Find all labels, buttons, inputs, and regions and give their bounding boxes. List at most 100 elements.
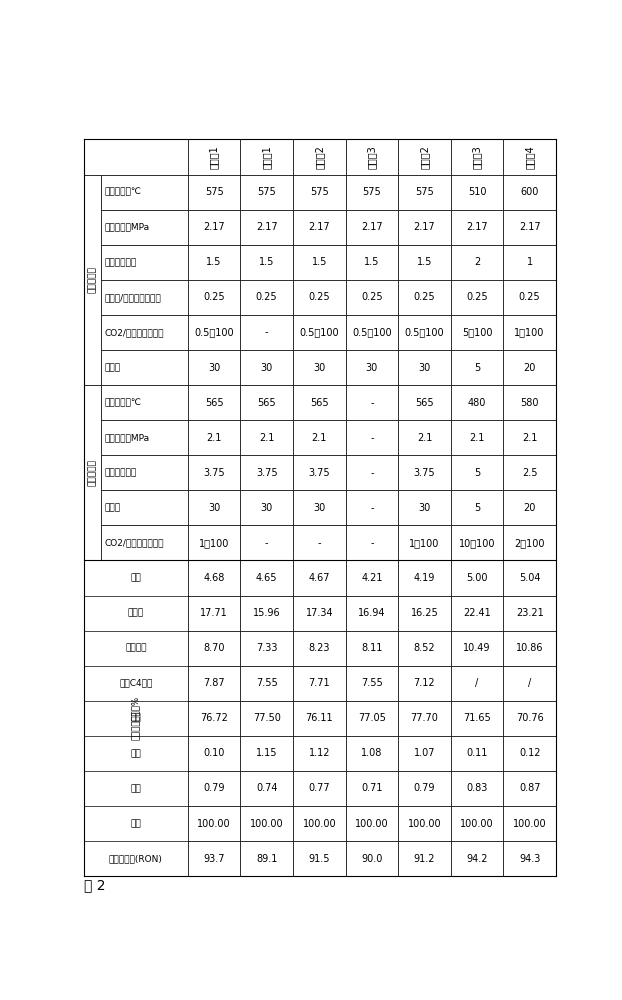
Text: 91.2: 91.2: [414, 854, 435, 864]
Bar: [293, 596, 346, 631]
Bar: [188, 841, 240, 876]
Text: 2.5: 2.5: [522, 468, 537, 478]
Text: 30: 30: [208, 503, 220, 513]
Text: 4.19: 4.19: [414, 573, 435, 583]
Text: 100.00: 100.00: [355, 819, 389, 829]
Text: 其中C4组分: 其中C4组分: [119, 679, 152, 688]
Bar: [293, 771, 346, 806]
Text: 2.1: 2.1: [207, 433, 222, 443]
Text: 对比例2: 对比例2: [314, 145, 324, 169]
Bar: [451, 210, 503, 245]
Text: 实施例2: 实施例2: [419, 145, 429, 169]
Text: 30: 30: [261, 503, 273, 513]
Bar: [398, 771, 451, 806]
Text: 剂油比: 剂油比: [104, 363, 120, 372]
Text: 0.25: 0.25: [466, 292, 488, 302]
Text: 100.00: 100.00: [407, 819, 441, 829]
Text: 5: 5: [474, 363, 480, 373]
Bar: [84, 175, 101, 385]
Text: 2.17: 2.17: [203, 222, 225, 232]
Text: 7.71: 7.71: [309, 678, 330, 688]
Bar: [451, 455, 503, 490]
Bar: [451, 525, 503, 560]
Text: 实施例4: 实施例4: [524, 145, 535, 169]
Text: 510: 510: [468, 187, 486, 197]
Text: 干气: 干气: [131, 574, 141, 583]
Bar: [240, 175, 293, 210]
Text: -: -: [370, 433, 374, 443]
Text: 剂油比: 剂油比: [104, 503, 120, 512]
Text: 30: 30: [366, 363, 378, 373]
Bar: [188, 596, 240, 631]
Text: 77.05: 77.05: [358, 713, 386, 723]
Bar: [398, 701, 451, 736]
Bar: [293, 525, 346, 560]
Text: 1：100: 1：100: [409, 538, 440, 548]
Bar: [101, 245, 188, 280]
Text: 71.65: 71.65: [463, 713, 491, 723]
Text: 30: 30: [313, 503, 325, 513]
Text: 91.5: 91.5: [309, 854, 330, 864]
Text: -: -: [370, 468, 374, 478]
Bar: [346, 736, 398, 771]
Bar: [293, 210, 346, 245]
Text: -: -: [265, 538, 269, 548]
Text: 0.71: 0.71: [361, 783, 383, 793]
Bar: [503, 596, 556, 631]
Bar: [293, 736, 346, 771]
Bar: [101, 210, 188, 245]
Text: 4.65: 4.65: [256, 573, 277, 583]
Bar: [398, 350, 451, 385]
Text: 30: 30: [419, 363, 430, 373]
Text: 4.68: 4.68: [203, 573, 225, 583]
Bar: [240, 701, 293, 736]
Text: 1.08: 1.08: [361, 748, 383, 758]
Bar: [240, 315, 293, 350]
Text: -: -: [370, 398, 374, 408]
Text: 10：100: 10：100: [459, 538, 495, 548]
Text: 20: 20: [524, 503, 536, 513]
Text: 0.79: 0.79: [203, 783, 225, 793]
Bar: [346, 525, 398, 560]
Text: 水蒸汽/原料油的重量比: 水蒸汽/原料油的重量比: [104, 293, 161, 302]
Bar: [293, 245, 346, 280]
Bar: [188, 175, 240, 210]
Text: 0.74: 0.74: [256, 783, 277, 793]
Bar: [293, 420, 346, 455]
Text: 2.17: 2.17: [361, 222, 383, 232]
Bar: [398, 841, 451, 876]
Text: 0.25: 0.25: [309, 292, 330, 302]
Bar: [188, 525, 240, 560]
Text: 5.04: 5.04: [519, 573, 541, 583]
Bar: [240, 596, 293, 631]
Bar: [240, 420, 293, 455]
Bar: [188, 315, 240, 350]
Bar: [346, 631, 398, 666]
Bar: [398, 175, 451, 210]
Bar: [346, 210, 398, 245]
Text: 1：100: 1：100: [514, 328, 545, 338]
Bar: [240, 455, 293, 490]
Bar: [346, 666, 398, 701]
Text: 3.75: 3.75: [309, 468, 330, 478]
Text: 0.5：100: 0.5：100: [299, 328, 339, 338]
Text: 93.7: 93.7: [203, 854, 225, 864]
Bar: [293, 175, 346, 210]
Text: 30: 30: [208, 363, 220, 373]
Bar: [293, 139, 346, 175]
Text: 2.17: 2.17: [466, 222, 488, 232]
Bar: [240, 350, 293, 385]
Text: 反应时间，秒: 反应时间，秒: [104, 468, 136, 477]
Bar: [346, 139, 398, 175]
Text: 0.87: 0.87: [519, 783, 541, 793]
Bar: [188, 806, 240, 841]
Text: 2.17: 2.17: [519, 222, 541, 232]
Text: 1.5: 1.5: [364, 257, 379, 267]
Text: 2.1: 2.1: [417, 433, 432, 443]
Text: 2.1: 2.1: [522, 433, 537, 443]
Bar: [398, 525, 451, 560]
Bar: [503, 385, 556, 420]
Bar: [451, 175, 503, 210]
Bar: [240, 631, 293, 666]
Bar: [451, 385, 503, 420]
